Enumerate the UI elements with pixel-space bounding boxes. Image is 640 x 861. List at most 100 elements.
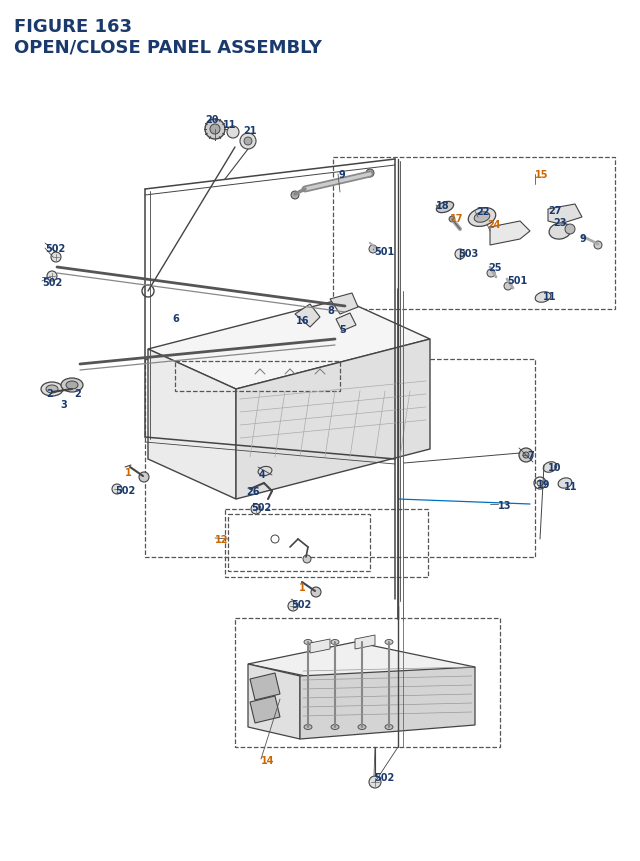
Polygon shape (336, 313, 356, 331)
Circle shape (366, 170, 374, 177)
Circle shape (537, 480, 543, 486)
Text: 25: 25 (488, 263, 502, 273)
Ellipse shape (66, 381, 78, 389)
Polygon shape (248, 664, 300, 739)
Text: 19: 19 (537, 480, 550, 489)
Polygon shape (250, 697, 280, 723)
Polygon shape (148, 300, 430, 389)
Ellipse shape (468, 208, 496, 227)
Circle shape (210, 125, 220, 135)
Text: 11: 11 (564, 481, 577, 492)
Circle shape (139, 473, 149, 482)
Text: 502: 502 (45, 244, 65, 254)
Circle shape (51, 253, 61, 263)
Ellipse shape (304, 725, 312, 729)
Ellipse shape (535, 293, 551, 303)
Polygon shape (490, 222, 530, 245)
Ellipse shape (41, 382, 63, 397)
Polygon shape (295, 305, 320, 328)
Circle shape (565, 225, 575, 235)
Ellipse shape (385, 640, 393, 645)
Ellipse shape (358, 640, 366, 645)
Text: 27: 27 (548, 206, 561, 216)
Circle shape (455, 250, 465, 260)
Text: 502: 502 (115, 486, 135, 495)
Text: 5: 5 (339, 325, 346, 335)
Text: FIGURE 163: FIGURE 163 (14, 18, 132, 36)
Text: 24: 24 (487, 220, 500, 230)
Circle shape (205, 120, 225, 139)
Circle shape (291, 192, 299, 200)
Ellipse shape (61, 379, 83, 393)
Circle shape (369, 245, 377, 254)
Text: 8: 8 (327, 306, 334, 316)
Ellipse shape (474, 213, 490, 223)
Polygon shape (236, 339, 430, 499)
Text: 1: 1 (299, 582, 306, 592)
Text: 9: 9 (580, 233, 587, 244)
Ellipse shape (331, 640, 339, 645)
Text: 15: 15 (535, 170, 548, 180)
Ellipse shape (543, 462, 557, 473)
Text: 2: 2 (46, 388, 52, 399)
Text: 501: 501 (374, 247, 394, 257)
Circle shape (594, 242, 602, 250)
Text: 502: 502 (374, 772, 394, 782)
Circle shape (311, 587, 321, 598)
Circle shape (487, 269, 495, 278)
Text: 2: 2 (74, 388, 81, 399)
Polygon shape (355, 635, 375, 649)
Circle shape (519, 449, 533, 462)
Circle shape (251, 505, 261, 514)
Text: 501: 501 (507, 276, 527, 286)
Text: 14: 14 (261, 755, 275, 765)
Circle shape (227, 127, 239, 139)
Bar (145, 360, 535, 557)
Text: 11: 11 (543, 292, 557, 301)
Bar (228, 514, 370, 572)
Polygon shape (300, 667, 475, 739)
Circle shape (47, 272, 57, 282)
Polygon shape (310, 639, 330, 653)
Polygon shape (548, 205, 582, 225)
Ellipse shape (358, 725, 366, 729)
Text: 502: 502 (42, 278, 62, 288)
Text: 23: 23 (553, 218, 566, 228)
Circle shape (449, 217, 455, 223)
Text: 17: 17 (450, 214, 463, 224)
Text: 11: 11 (223, 120, 237, 130)
Ellipse shape (331, 725, 339, 729)
Text: 3: 3 (60, 400, 67, 410)
Text: 12: 12 (215, 535, 228, 544)
Ellipse shape (46, 386, 58, 393)
Text: 18: 18 (436, 201, 450, 211)
Ellipse shape (304, 640, 312, 645)
Text: 7: 7 (527, 450, 534, 461)
Text: 502: 502 (251, 503, 271, 512)
Polygon shape (248, 642, 475, 689)
Polygon shape (148, 350, 236, 499)
Bar (225, 510, 428, 578)
Text: 1: 1 (125, 468, 132, 478)
Ellipse shape (258, 467, 272, 476)
Bar (333, 158, 615, 310)
Text: 4: 4 (259, 469, 266, 480)
Ellipse shape (436, 202, 454, 214)
Text: 26: 26 (246, 486, 259, 497)
Text: 20: 20 (205, 115, 218, 125)
Circle shape (288, 601, 298, 611)
Circle shape (240, 133, 256, 150)
Circle shape (504, 282, 512, 291)
Bar (175, 362, 340, 392)
Text: 16: 16 (296, 316, 310, 325)
Circle shape (303, 555, 311, 563)
Circle shape (112, 485, 122, 494)
Text: 9: 9 (338, 170, 345, 180)
Text: 6: 6 (172, 313, 179, 324)
Circle shape (369, 776, 381, 788)
Text: 502: 502 (291, 599, 311, 610)
Ellipse shape (385, 725, 393, 729)
Text: 22: 22 (476, 207, 490, 217)
Text: 21: 21 (243, 126, 257, 136)
Ellipse shape (549, 224, 571, 240)
